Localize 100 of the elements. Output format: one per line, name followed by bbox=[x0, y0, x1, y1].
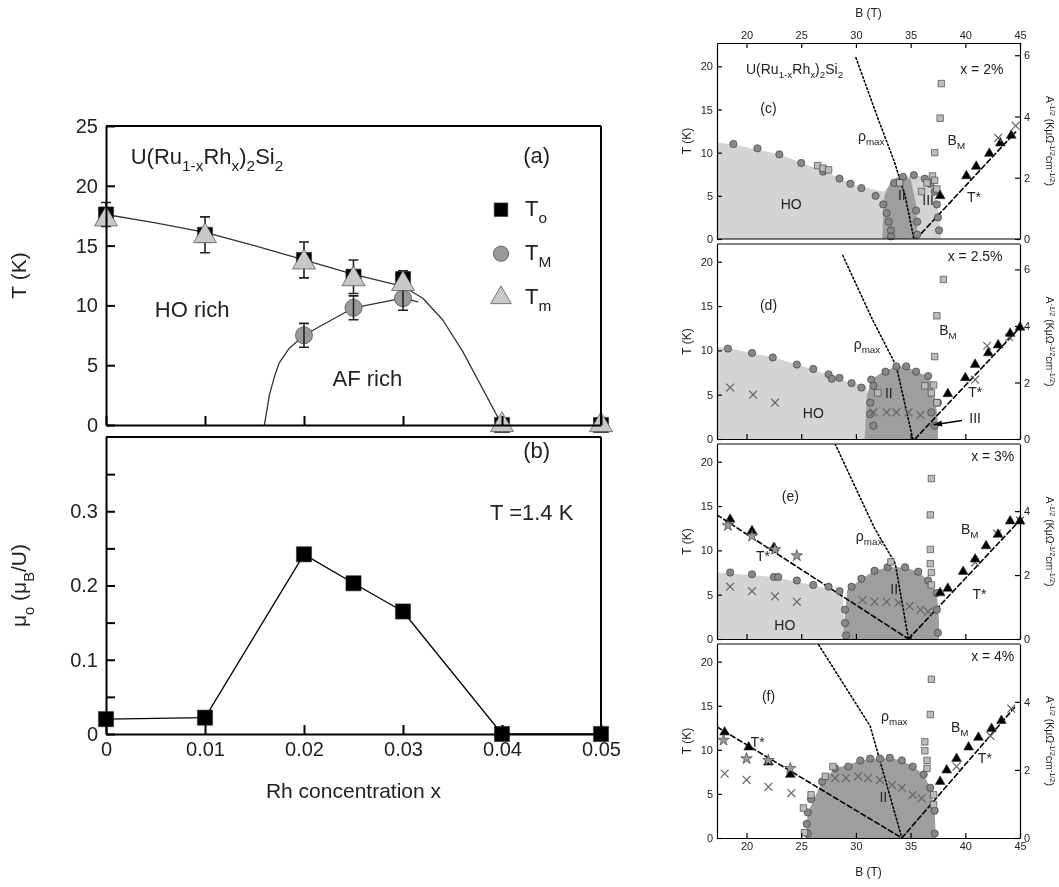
y-tick-label: 20 bbox=[700, 60, 713, 73]
annotation: B$_{M}$ bbox=[939, 321, 957, 341]
annotation: HO rich bbox=[154, 297, 230, 323]
annotation: T* bbox=[750, 733, 766, 750]
legend-label: T$_{M}$ bbox=[525, 239, 552, 270]
y-tick-label: 10 bbox=[700, 743, 713, 756]
y-tick-label: 5 bbox=[706, 787, 713, 800]
x-tick-label: 0 bbox=[100, 738, 113, 761]
y2-tick-label: 2 bbox=[1024, 763, 1031, 776]
annotation: HO bbox=[780, 195, 802, 212]
y2-tick-label: 4 bbox=[1024, 110, 1031, 123]
x-tick-label: 0.03 bbox=[384, 738, 423, 761]
y2-tick-label: 4 bbox=[1024, 695, 1031, 708]
y-axis-title: T (K) bbox=[680, 727, 694, 755]
x-tick-label: 0.02 bbox=[285, 738, 324, 761]
y-axis-title: T (K) bbox=[680, 528, 694, 555]
y-tick-label: 0.1 bbox=[70, 648, 98, 671]
legend-label: T$_{m}$ bbox=[525, 283, 552, 314]
y-tick-label: 15 bbox=[700, 699, 713, 712]
annotation: T* bbox=[966, 188, 982, 205]
y-axis-title: T (K) bbox=[7, 252, 30, 299]
annotation: T* bbox=[968, 383, 983, 400]
annotation: AF rich bbox=[332, 365, 403, 391]
annotation: U(Ru$_{1-x}$Rh$_{x}$)$_{2}$Si$_{2}$ bbox=[746, 60, 844, 80]
annotation: T* bbox=[977, 749, 993, 766]
x2-tick-label: 20 bbox=[740, 29, 754, 41]
legend-label: T$_{o}$ bbox=[525, 195, 548, 226]
annotation: (e) bbox=[781, 487, 799, 504]
x2-tick-label: 35 bbox=[904, 29, 918, 41]
annotation: II bbox=[884, 384, 893, 401]
y-tick-label: 20 bbox=[700, 255, 713, 268]
y-tick-label: 0.3 bbox=[70, 500, 98, 523]
x2-axis-title: B (T) bbox=[855, 6, 882, 20]
annotation: x = 2% bbox=[960, 60, 1004, 77]
annotation: U(Ru$_{1-x}$Rh$_{x}$)$_{2}$Si$_{2}$ bbox=[130, 144, 284, 174]
y-tick-label: 0 bbox=[86, 722, 98, 745]
y-tick-label: 0 bbox=[706, 433, 713, 446]
annotation: ρ$_{max}$ bbox=[853, 335, 881, 356]
annotation: II bbox=[879, 788, 888, 805]
x-tick-label: 0.05 bbox=[582, 738, 621, 761]
annotation: III bbox=[922, 191, 935, 208]
y-axis-title: T (K) bbox=[680, 328, 694, 355]
x-axis-title: Rh concentration x bbox=[265, 779, 442, 802]
y-tick-label: 5 bbox=[706, 388, 713, 401]
y2-tick-label: 6 bbox=[1024, 49, 1031, 62]
annotation: T =1.4 K bbox=[490, 500, 574, 526]
annotation: HO bbox=[774, 616, 796, 633]
annotation: B$_{M}$ bbox=[950, 718, 969, 738]
annotation: (a) bbox=[523, 142, 551, 168]
x-tick-label: 30 bbox=[850, 839, 863, 852]
x-tick-label: 40 bbox=[959, 839, 972, 852]
y2-tick-label: 6 bbox=[1024, 263, 1031, 276]
y-tick-label: 15 bbox=[700, 300, 713, 313]
y-tick-label: 0.2 bbox=[70, 574, 98, 597]
y-tick-label: 10 bbox=[700, 344, 713, 357]
x-axis-title: B (T) bbox=[855, 865, 882, 879]
y-axis-title: T (K) bbox=[680, 127, 694, 155]
annotation: B$_{M}$ bbox=[960, 520, 979, 541]
y2-tick-label: 2 bbox=[1024, 569, 1031, 582]
annotation: (c) bbox=[760, 100, 777, 117]
y2-tick-label: 4 bbox=[1024, 319, 1031, 332]
x-tick-label: 0.04 bbox=[483, 738, 522, 761]
x-tick-label: 20 bbox=[740, 839, 754, 852]
annotation: II bbox=[897, 186, 906, 203]
x-tick-label: 35 bbox=[904, 839, 918, 852]
y-tick-label: 0 bbox=[86, 413, 98, 436]
annotation: (f) bbox=[761, 687, 776, 704]
y2-tick-label: 0 bbox=[1024, 233, 1031, 246]
y-tick-label: 20 bbox=[700, 655, 713, 668]
annotation: B$_{M}$ bbox=[947, 131, 966, 151]
annotation: T* bbox=[972, 585, 987, 602]
x2-tick-label: 45 bbox=[1014, 29, 1027, 41]
y-tick-label: 0 bbox=[706, 633, 713, 646]
y-tick-label: 5 bbox=[706, 189, 713, 202]
annotation: ρ$_{max}$ bbox=[857, 127, 885, 148]
annotation: III bbox=[969, 409, 981, 426]
y2-tick-label: 4 bbox=[1024, 505, 1031, 518]
annotation: x = 4% bbox=[971, 647, 1015, 664]
annotation: ρ$_{max}$ bbox=[881, 707, 908, 728]
x2-tick-label: 40 bbox=[959, 29, 972, 41]
y-tick-label: 10 bbox=[75, 294, 98, 317]
y2-tick-label: 2 bbox=[1024, 171, 1031, 184]
y-tick-label: 20 bbox=[700, 455, 713, 468]
x2-tick-label: 25 bbox=[795, 29, 808, 41]
y-tick-label: 20 bbox=[75, 174, 98, 197]
annotation: (b) bbox=[523, 437, 551, 463]
annotation: x = 3% bbox=[971, 447, 1015, 464]
y2-tick-label: 0 bbox=[1024, 633, 1031, 646]
y-tick-label: 25 bbox=[75, 114, 98, 137]
y-tick-label: 5 bbox=[706, 588, 713, 601]
x-tick-label: 25 bbox=[795, 839, 808, 852]
y-tick-label: 10 bbox=[700, 544, 713, 557]
x-tick-label: 0.01 bbox=[186, 738, 225, 761]
y-tick-label: 15 bbox=[75, 234, 98, 257]
annotation: T* bbox=[756, 548, 771, 565]
y-tick-label: 5 bbox=[86, 354, 98, 377]
y2-tick-label: 0 bbox=[1024, 433, 1031, 446]
annotation: ρ$_{max}$ bbox=[855, 527, 883, 548]
y2-tick-label: 2 bbox=[1024, 376, 1031, 389]
annotation: (d) bbox=[759, 296, 778, 313]
